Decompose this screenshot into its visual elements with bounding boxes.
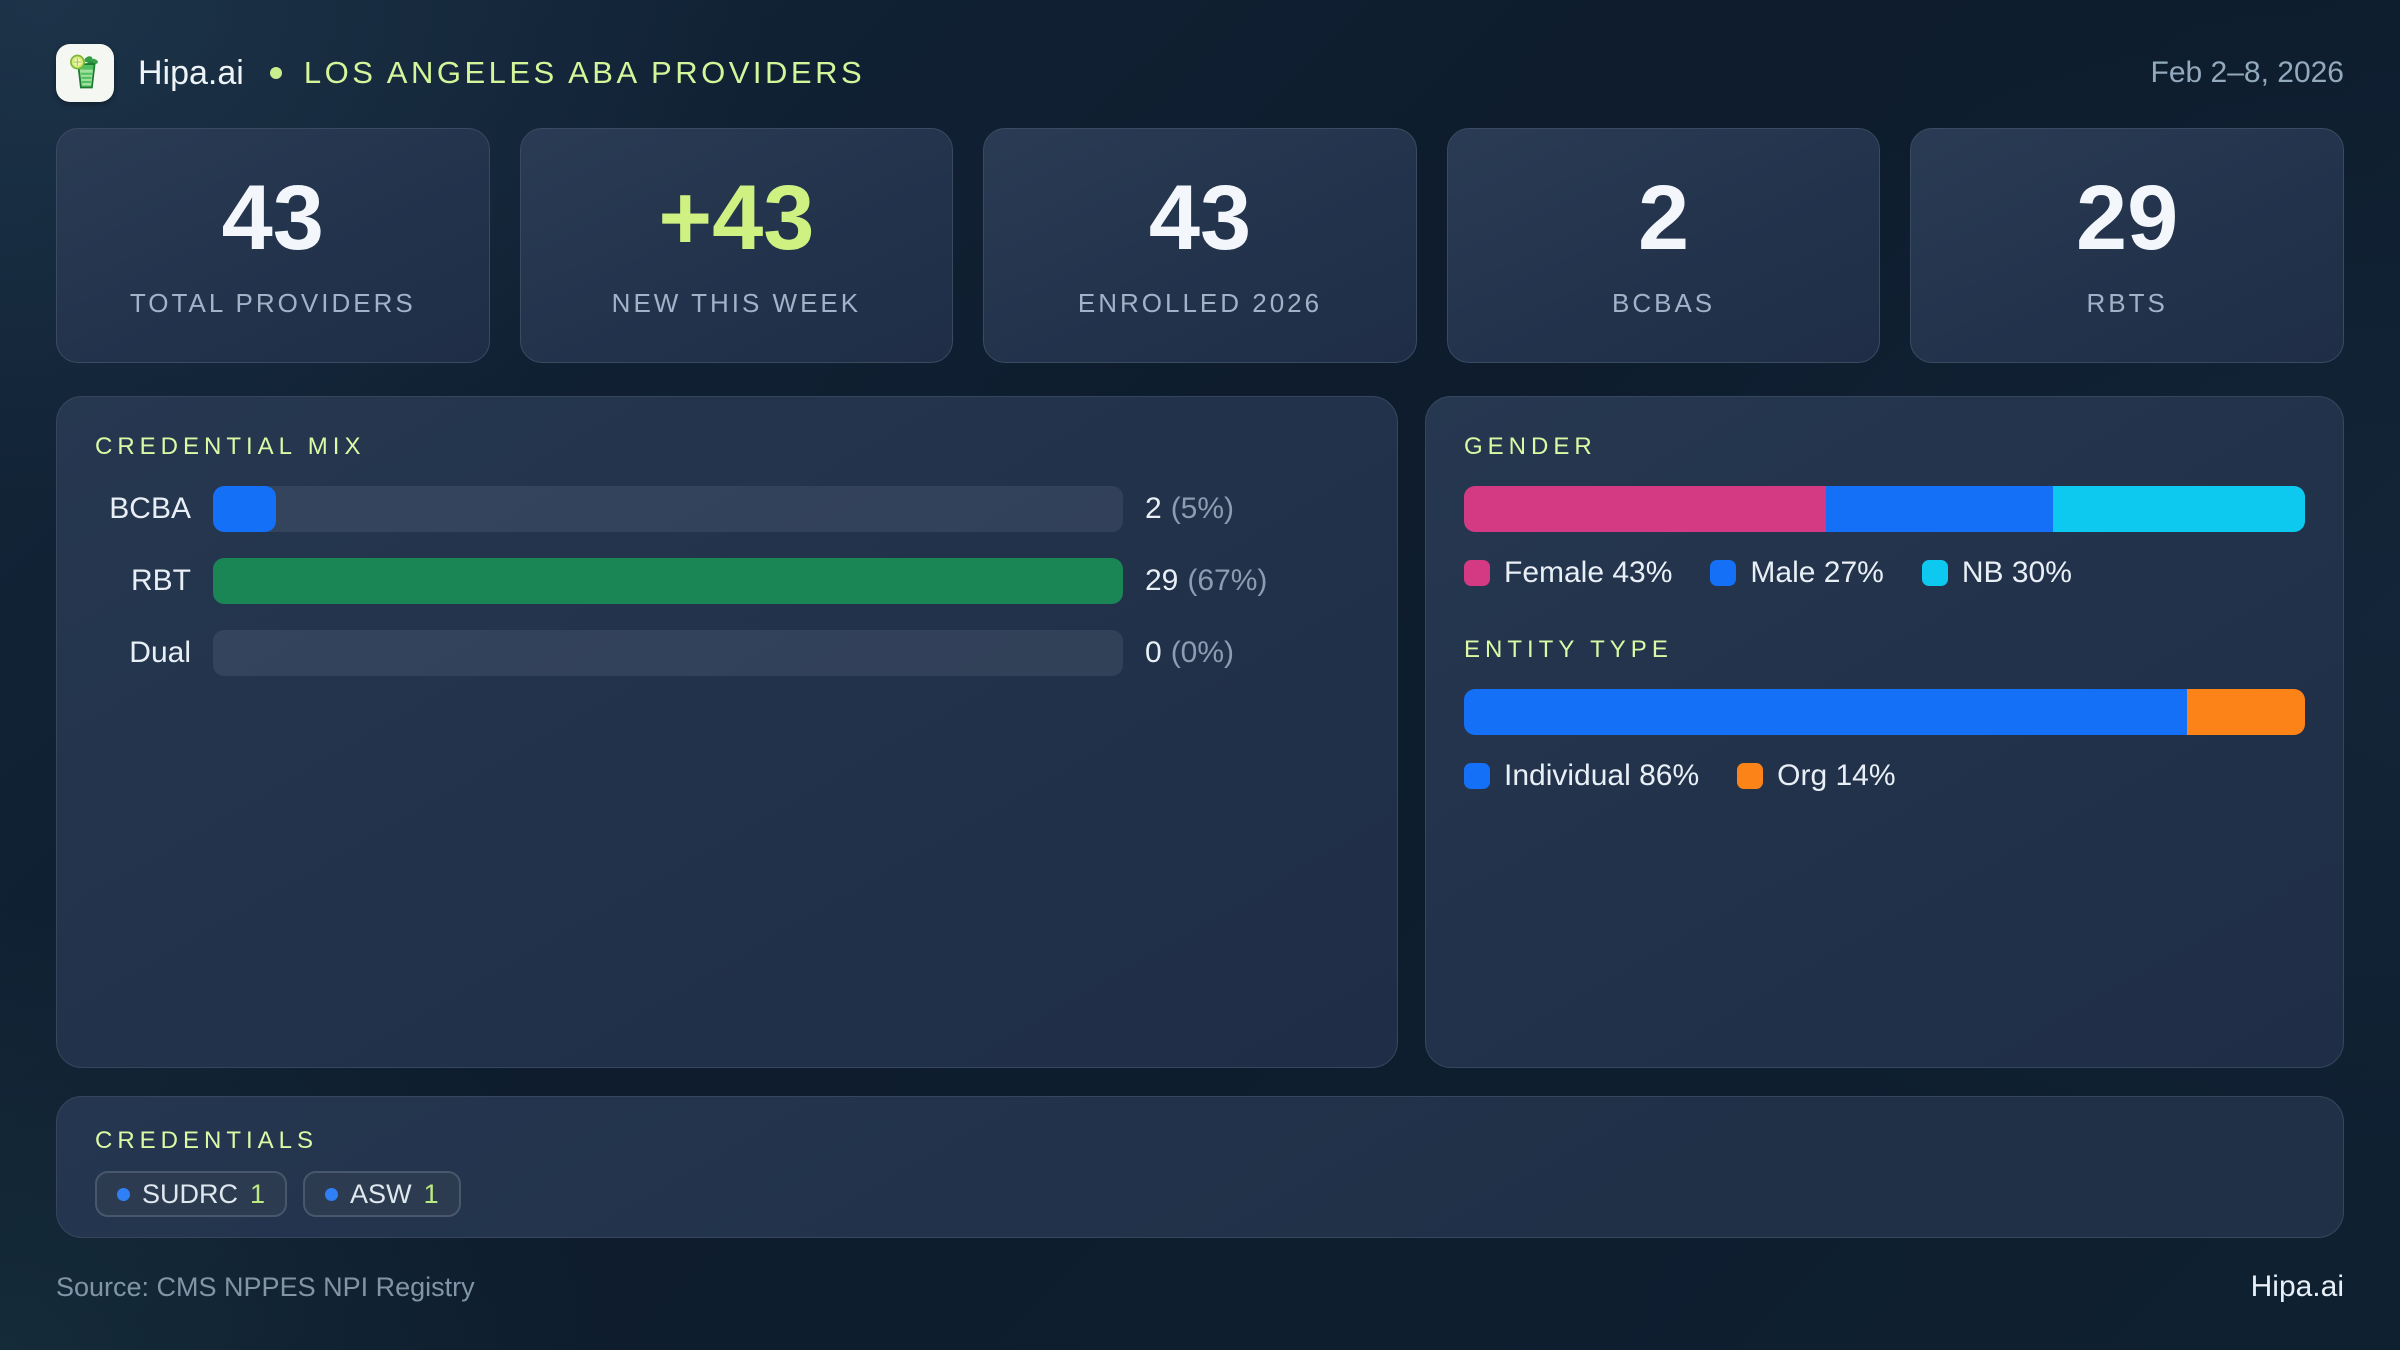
legend-label: Female 43% — [1504, 556, 1673, 589]
legend-label: Individual 86% — [1504, 759, 1700, 792]
stat-card-total-providers: 43 TOTAL PROVIDERS — [56, 128, 490, 363]
bar-percent: (0%) — [1170, 636, 1235, 669]
stat-label: TOTAL PROVIDERS — [129, 288, 416, 318]
stat-value: 2 — [1637, 167, 1690, 269]
legend-swatch — [1737, 763, 1764, 789]
stat-value: +43 — [658, 167, 815, 269]
credentials-title: CREDENTIALS — [95, 1127, 319, 1154]
bar-track — [213, 558, 1123, 604]
bar-percent: (67%) — [1187, 564, 1268, 597]
legend-swatch — [1464, 560, 1490, 586]
credential-badge-sudrc: SUDRC 1 — [95, 1171, 288, 1217]
bar-count: 2 — [1145, 492, 1162, 525]
entity-type-legend: Individual 86% Org 14% — [1464, 759, 2305, 793]
badge-label: SUDRC — [142, 1178, 239, 1209]
stat-card-new-this-week: +43 NEW THIS WEEK — [519, 128, 954, 363]
header: Hipa.ai LOS ANGELES ABA PROVIDERS Feb 2–… — [56, 44, 2344, 102]
gender-stacked-bar — [1464, 486, 2305, 532]
gender-legend: Female 43% Male 27% NB 30% — [1464, 556, 2305, 590]
bar-fill — [213, 486, 276, 532]
bar-count: 0 — [1145, 636, 1162, 669]
footer-brand: Hipa.ai — [2250, 1270, 2344, 1303]
page-title: LOS ANGELES ABA PROVIDERS — [303, 55, 866, 90]
bar-value: 0 (0%) — [1123, 636, 1359, 670]
bar-percent: (5%) — [1170, 492, 1235, 525]
bar-row-dual: Dual 0 (0%) — [95, 630, 1359, 676]
legend-swatch — [1710, 560, 1737, 586]
brand-name: Hipa.ai — [138, 53, 244, 92]
bar-row-label: RBT — [131, 564, 191, 597]
main-panels: CREDENTIAL MIX BCBA 2 (5%) RBT — [56, 396, 2344, 1068]
stat-label: BCBAS — [1612, 288, 1716, 318]
mojito-glass-icon — [63, 49, 107, 98]
legend-label: Org 14% — [1777, 759, 1896, 792]
legend-item-org: Org 14% — [1737, 759, 1896, 793]
stat-label: NEW THIS WEEK — [611, 288, 862, 318]
bar-track — [213, 630, 1123, 676]
stat-card-enrolled: 43 ENROLLED 2026 — [983, 128, 1417, 363]
bar-fill — [213, 558, 1123, 604]
bar-value: 2 (5%) — [1123, 492, 1359, 526]
gender-title: GENDER — [1464, 433, 1597, 460]
stat-value: 43 — [221, 167, 324, 269]
gender-segment-nb — [2052, 486, 2305, 532]
credentials-badges: SUDRC 1 ASW 1 — [95, 1171, 2305, 1217]
legend-item-individual: Individual 86% — [1464, 759, 1699, 793]
date-range: Feb 2–8, 2026 — [2150, 56, 2345, 89]
bar-row-label: BCBA — [109, 492, 191, 525]
gender-segment-female — [1464, 486, 1826, 532]
dot-icon — [325, 1187, 339, 1201]
credential-mix-chart: BCBA 2 (5%) RBT 29 (67%) — [95, 486, 1359, 676]
source-note: Source: CMS NPPES NPI Registry — [56, 1271, 475, 1302]
legend-item-male: Male 27% — [1710, 556, 1884, 590]
demographics-panel: GENDER Female 43% Male 27% NB 30% — [1425, 396, 2344, 1068]
legend-swatch — [1921, 560, 1948, 586]
separator-dot-icon — [269, 67, 282, 79]
legend-swatch — [1464, 763, 1490, 789]
credential-badge-asw: ASW 1 — [303, 1171, 461, 1217]
entity-segment-org — [2187, 689, 2305, 735]
credential-mix-panel: CREDENTIAL MIX BCBA 2 (5%) RBT — [56, 396, 1398, 1068]
footer: Source: CMS NPPES NPI Registry Hipa.ai — [56, 1270, 2344, 1304]
badge-label: ASW — [350, 1178, 412, 1209]
stat-label: RBTS — [2086, 288, 2168, 318]
stat-cards-row: 43 TOTAL PROVIDERS +43 NEW THIS WEEK 43 … — [56, 128, 2344, 363]
legend-label: NB 30% — [1961, 556, 2072, 589]
bar-row-rbt: RBT 29 (67%) — [95, 558, 1359, 604]
entity-segment-individual — [1464, 689, 2188, 735]
badge-count: 1 — [423, 1178, 439, 1209]
dot-icon — [117, 1187, 130, 1201]
bar-row-bcba: BCBA 2 (5%) — [95, 486, 1359, 532]
bar-row-label: Dual — [129, 636, 191, 669]
credentials-panel: CREDENTIALS SUDRC 1 ASW 1 — [56, 1096, 2344, 1238]
entity-type-stacked-bar — [1464, 689, 2305, 735]
stat-value: 43 — [1148, 167, 1252, 269]
stat-card-bcbas: 2 BCBAS — [1446, 128, 1881, 363]
legend-item-female: Female 43% — [1464, 556, 1672, 590]
app-logo — [56, 44, 114, 102]
legend-label: Male 27% — [1750, 556, 1884, 589]
bar-count: 29 — [1145, 564, 1179, 597]
bar-value: 29 (67%) — [1123, 564, 1359, 598]
stat-label: ENROLLED 2026 — [1077, 288, 1323, 318]
bar-track — [213, 486, 1123, 532]
badge-count: 1 — [250, 1178, 266, 1209]
stat-card-rbts: 29 RBTS — [1910, 128, 2344, 363]
gender-segment-male — [1825, 486, 2053, 532]
entity-type-title: ENTITY TYPE — [1464, 636, 1673, 663]
legend-item-nb: NB 30% — [1921, 556, 2072, 590]
stat-value: 29 — [2076, 167, 2179, 269]
credential-mix-title: CREDENTIAL MIX — [95, 433, 366, 460]
